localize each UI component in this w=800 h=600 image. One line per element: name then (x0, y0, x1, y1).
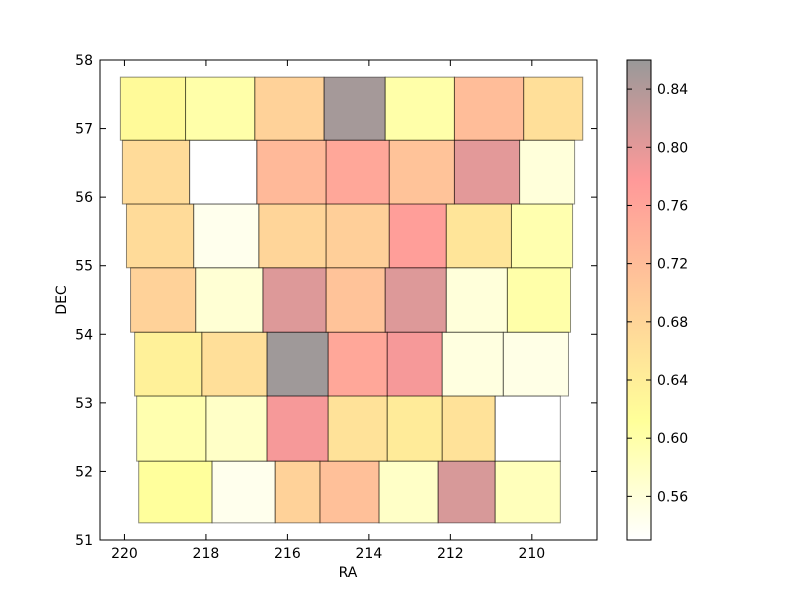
heatmap-tile (193, 203, 260, 269)
heatmap-tile (266, 395, 329, 462)
heatmap-tile (388, 203, 447, 269)
heatmap-tile (325, 203, 390, 269)
y-tick-label: 52 (75, 464, 93, 480)
y-axis-label: DEC (54, 285, 70, 315)
heatmap-tile (494, 460, 561, 524)
colorbar-tick-label: 0.64 (657, 373, 688, 389)
colorbar-tick-label: 0.76 (657, 198, 688, 214)
colorbar: 0.56 0.60 0.64 0.68 0.72 0.76 0.80 0.84 (626, 59, 688, 541)
heatmap-tile (378, 460, 439, 524)
heatmap-tile (445, 267, 508, 333)
y-tick-label: 53 (75, 396, 93, 412)
heatmap-tile (125, 203, 195, 269)
heatmap-tile (506, 267, 572, 333)
y-axis: 51 52 53 54 55 56 57 58 (75, 53, 597, 549)
heatmap-tile (441, 395, 496, 462)
heatmap-tile (325, 267, 386, 333)
heatmap-tile (510, 203, 574, 269)
heatmap-tile (319, 460, 380, 524)
heatmap-tile (388, 139, 455, 205)
colorbar-tick-label: 0.68 (657, 315, 688, 331)
heatmap-tile (138, 460, 213, 524)
heatmap-tile (201, 331, 268, 397)
y-tick-label: 54 (75, 327, 93, 343)
y-tick-label: 56 (75, 190, 93, 206)
y-tick-label: 58 (75, 53, 93, 69)
heatmap-tile (453, 139, 521, 205)
heatmap-tile (262, 267, 327, 333)
colorbar-tick-label: 0.80 (657, 140, 688, 156)
heatmap-tile (195, 267, 264, 333)
heatmap-tile (453, 76, 525, 141)
colorbar-tick-label: 0.56 (657, 489, 688, 505)
heatmap-tile (441, 331, 504, 397)
colorbar-gradient (627, 60, 651, 540)
y-tick-label: 51 (75, 533, 93, 549)
y-tick-label: 57 (75, 122, 93, 138)
heatmap-tile (130, 267, 197, 333)
heatmap-tile (189, 139, 258, 205)
heatmap-tile (437, 460, 496, 524)
heatmap-tile (134, 331, 203, 397)
heatmap-tile (185, 76, 256, 141)
heatmap-tile (256, 139, 327, 205)
heatmap-tile (121, 139, 191, 205)
heatmap-tile (384, 267, 447, 333)
x-axis: 220 218 216 214 212 210 (111, 60, 545, 562)
colorbar-tick-label: 0.60 (657, 431, 688, 447)
x-axis-label: RA (339, 565, 358, 581)
heatmap-tile (386, 395, 443, 462)
heatmap-tile (386, 331, 443, 397)
x-tick-label: 216 (274, 546, 301, 562)
heatmap-tile (274, 460, 321, 524)
plot-area: 220 218 216 214 212 210 51 52 53 54 55 56 57 58 RA D… (54, 53, 598, 581)
colorbar-tick-label: 0.84 (657, 82, 688, 98)
heatmap-tile (323, 76, 386, 141)
heatmap-tile (445, 203, 512, 269)
colorbar-frame (626, 59, 652, 541)
heatmap-tile (211, 460, 276, 524)
heatmap-tile (258, 203, 327, 269)
x-tick-label: 218 (193, 546, 220, 562)
heatmap-tile (254, 76, 325, 141)
heatmap-tile (327, 395, 388, 462)
heatmap-tile (136, 395, 207, 462)
heatmap-tile (519, 139, 576, 205)
heatmap-tile (494, 395, 561, 462)
x-tick-label: 212 (437, 546, 464, 562)
heatmap-tile (327, 331, 388, 397)
heatmap-tile (502, 331, 569, 397)
heatmap-tile (266, 331, 329, 397)
heatmap-tile (325, 139, 390, 205)
plot-frame (99, 59, 598, 541)
plot-background (100, 60, 597, 540)
heatmap-tile (205, 395, 268, 462)
tile-layer (119, 76, 584, 524)
heatmap-tile (523, 76, 584, 141)
heatmap-tile (384, 76, 455, 141)
colorbar-tick-label: 0.72 (657, 257, 688, 273)
x-tick-label: 210 (518, 546, 545, 562)
x-tick-label: 214 (356, 546, 383, 562)
heatmap-tile (119, 76, 187, 141)
y-tick-label: 55 (75, 259, 93, 275)
colorbar-ticks: 0.56 0.60 0.64 0.68 0.72 0.76 0.80 0.84 (627, 82, 688, 505)
x-tick-label: 220 (111, 546, 138, 562)
